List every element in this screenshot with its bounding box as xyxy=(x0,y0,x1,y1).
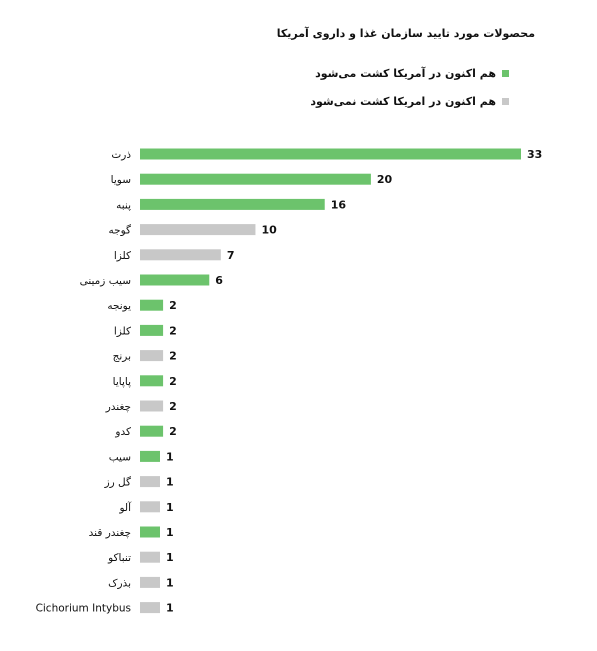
legend-item-grown: هم اکنون در آمریکا کشت می‌شود xyxy=(315,67,509,80)
chart-title: محصولات مورد تایید سازمان غذا و داروی آم… xyxy=(276,27,535,40)
value-label-17: 1 xyxy=(166,576,174,589)
category-label-12: سیب xyxy=(109,451,131,463)
value-label-13: 1 xyxy=(166,476,174,489)
bar-1 xyxy=(140,173,371,185)
bar-4 xyxy=(140,249,221,261)
bar-10 xyxy=(140,400,164,412)
bar-11 xyxy=(140,425,164,437)
category-label-6: یونجه xyxy=(107,300,131,312)
legend-item-not-grown: هم اکنون در امریکا کشت نمی‌شود xyxy=(310,95,509,108)
value-label-3: 10 xyxy=(261,224,277,237)
value-label-18: 1 xyxy=(166,602,174,615)
category-label-0: ذرت xyxy=(111,149,131,161)
value-label-10: 2 xyxy=(169,400,177,413)
legend-label-grown: هم اکنون در آمریکا کشت می‌شود xyxy=(315,67,496,80)
category-label-4: کلزا xyxy=(114,250,131,262)
category-label-15: چغندر قند xyxy=(89,527,131,539)
category-label-9: پاپایا xyxy=(113,376,131,388)
value-label-2: 16 xyxy=(331,198,347,211)
value-label-15: 1 xyxy=(166,526,174,539)
value-label-11: 2 xyxy=(169,425,177,438)
bar-8 xyxy=(140,350,164,362)
category-label-11: کدو xyxy=(114,426,131,438)
category-label-17: بذرک xyxy=(108,577,131,589)
category-label-1: سویا xyxy=(111,174,131,186)
category-label-16: تنباکو xyxy=(107,552,131,564)
bar-16 xyxy=(140,551,160,563)
value-label-16: 1 xyxy=(166,551,174,564)
bar-13 xyxy=(140,476,160,488)
category-label-5: سیب زمینی xyxy=(80,275,131,287)
bar-17 xyxy=(140,576,160,588)
bar-15 xyxy=(140,526,160,538)
category-label-10: چغندر xyxy=(105,401,131,413)
category-label-2: پنبه xyxy=(116,199,131,211)
bar-5 xyxy=(140,274,210,286)
value-label-4: 7 xyxy=(227,249,235,262)
category-label-13: گل رز xyxy=(104,476,131,489)
value-label-5: 6 xyxy=(215,274,223,287)
bar-3 xyxy=(140,224,256,236)
value-label-14: 1 xyxy=(166,501,174,514)
legend-label-not-grown: هم اکنون در امریکا کشت نمی‌شود xyxy=(310,95,496,108)
bar-9 xyxy=(140,375,164,387)
value-label-6: 2 xyxy=(169,299,177,312)
category-label-3: گوجه xyxy=(108,224,131,237)
legend-swatch-grown xyxy=(502,70,509,77)
category-label-8: برنج xyxy=(113,351,131,363)
bar-6 xyxy=(140,299,164,311)
bar-2 xyxy=(140,198,325,210)
category-label-14: آلو xyxy=(118,501,132,514)
value-label-1: 20 xyxy=(377,173,393,186)
legend-swatch-not-grown xyxy=(502,98,509,105)
category-label-18: Cichorium Intybus xyxy=(36,603,131,615)
value-label-0: 33 xyxy=(527,148,542,161)
value-label-8: 2 xyxy=(169,350,177,363)
value-label-9: 2 xyxy=(169,375,177,388)
bar-7 xyxy=(140,324,164,336)
bar-12 xyxy=(140,450,160,462)
value-label-7: 2 xyxy=(169,324,177,337)
bar-14 xyxy=(140,501,160,513)
value-label-12: 1 xyxy=(166,450,174,463)
bar-18 xyxy=(140,602,160,614)
category-label-7: کلزا xyxy=(114,325,131,337)
bar-0 xyxy=(140,148,521,160)
